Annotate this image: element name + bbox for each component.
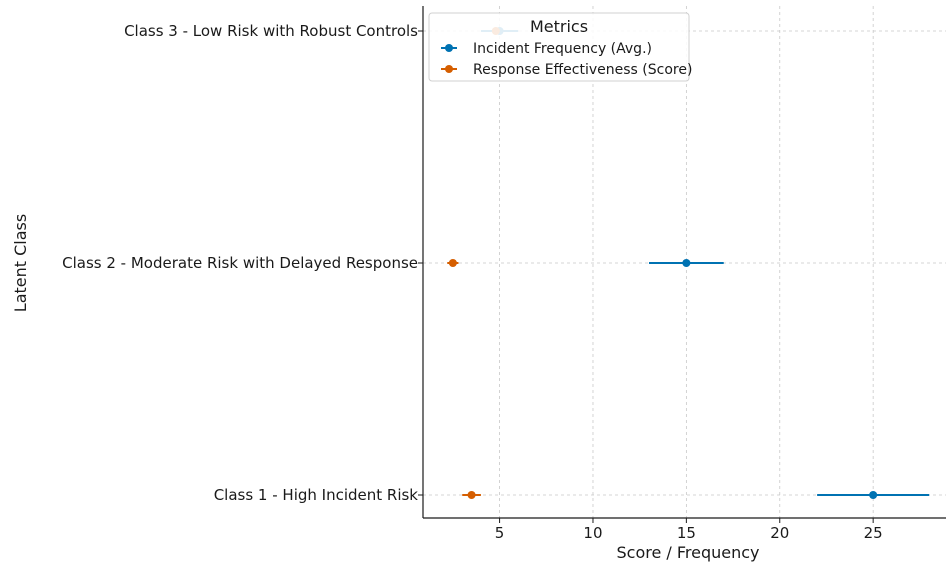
y-tick-label: Class 2 - Moderate Risk with Delayed Res… xyxy=(62,254,418,272)
legend-swatch-marker xyxy=(445,44,453,52)
data-point xyxy=(869,491,878,499)
x-tick-label: 10 xyxy=(583,524,602,542)
ticks-layer: 5 10 15 20 25 Class 1 - High Incident Risk Cla… xyxy=(62,22,883,542)
y-axis-title: Latent Class xyxy=(11,214,30,312)
data-point xyxy=(467,491,476,499)
legend-box xyxy=(428,12,690,82)
legend-label: Response Effectiveness (Score) xyxy=(473,62,692,78)
x-tick-label: 5 xyxy=(495,524,505,542)
data-point xyxy=(448,259,457,267)
grid-layer xyxy=(423,6,946,518)
legend-swatch-marker xyxy=(445,65,453,73)
x-tick-label: 20 xyxy=(770,524,789,542)
y-tick-label: Class 3 - Low Risk with Robust Controls xyxy=(124,22,418,40)
legend-label: Incident Frequency (Avg.) xyxy=(473,41,652,57)
x-tick-label: 15 xyxy=(677,524,696,542)
data-point xyxy=(682,259,691,267)
axes-layer xyxy=(422,6,946,519)
y-tick-label: Class 1 - High Incident Risk xyxy=(214,486,419,504)
legend: Metrics Incident Frequency (Avg.) Respons… xyxy=(428,12,692,82)
legend-title: Metrics xyxy=(530,17,588,36)
x-axis-title: Score / Frequency xyxy=(616,543,759,562)
x-tick-label: 25 xyxy=(864,524,883,542)
